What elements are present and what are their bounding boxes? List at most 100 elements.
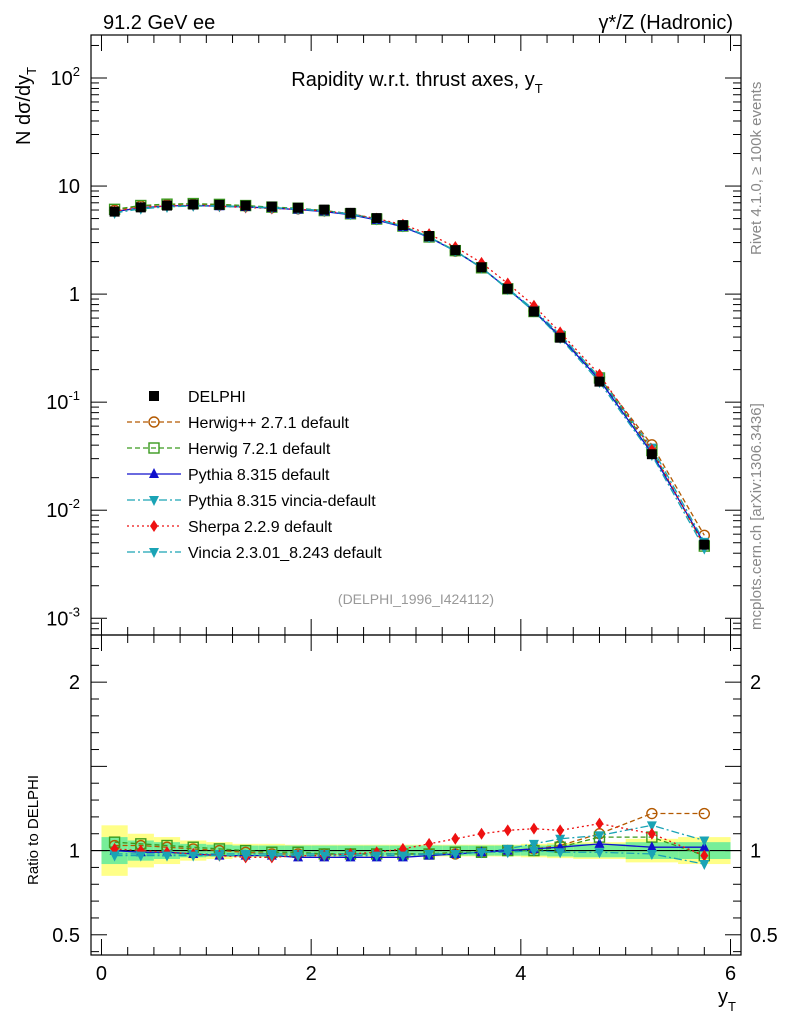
ratio-tick-label-right: 2 [750,672,761,694]
legend-entry: Pythia 8.315 default [127,467,330,484]
ratio-tick-label-right: 0.5 [750,925,778,947]
ratio-point [555,848,566,859]
legend-marker [150,520,158,532]
ratio-point [528,839,539,850]
rivet-label: Rivet 4.1.0, ≥ 100k events [748,82,765,255]
main-panel: 10-3 10-2 10-1 1 10 102 Rapidity w.r.t. thrus… [13,34,742,636]
ratio-point [451,832,460,845]
data-point [162,200,173,211]
energy-label: 91.2 GeV ee [103,12,215,34]
ratio-point [266,851,277,862]
data-point [371,213,382,224]
series-line [114,204,705,547]
ratio-point [135,851,146,862]
process-label: γ*/Z (Hadronic) [599,12,733,34]
y-tick-label: 10 [58,176,80,198]
ratio-point [699,836,710,847]
legend-marker [149,391,159,401]
ratio-tick-label-left: 1 [69,841,80,863]
data-point [646,449,657,460]
data-point [345,207,356,218]
data-point [424,230,435,241]
x-axis-label: yT [718,986,736,1014]
ratio-panel: 0.5 0.5 1 1 2 2 Ratio to DELPHI [25,634,778,956]
analysis-id: (DELPHI_1996_I424112) [338,591,494,607]
data-point [240,200,251,211]
ratio-point [646,841,657,852]
x-tick-label: 2 [306,963,317,985]
ratio-point [699,860,710,871]
data-point [293,202,304,213]
ratio-point [397,851,408,862]
x-tick-label: 4 [515,963,526,985]
data-point [319,204,330,215]
series-line [114,204,705,543]
data-point [266,201,277,212]
ratio-point [646,807,658,820]
ratio-point [476,848,487,859]
legend-marker [148,442,160,454]
main-title: Rapidity w.r.t. thrust axes, yT [291,69,542,96]
ratio-point [698,807,711,820]
ratio-point [109,851,120,862]
ratio-point [425,837,434,850]
legend: DELPHI Herwig++ 2.7.1 default Herwig 7.2.1… [127,389,382,562]
ratio-point [529,822,538,835]
ratio-point [594,848,605,859]
ratio-point [528,846,539,857]
y-tick-label: 10-3 [46,604,80,630]
ratio-point [450,849,461,860]
legend-marker [148,416,160,428]
legend-label: DELPHI [188,389,246,406]
ratio-ylabel: Ratio to DELPHI [25,775,42,885]
data-point [135,202,146,213]
ratio-point [594,837,605,848]
legend-marker [149,548,159,558]
legend-label: Herwig++ 2.7.1 default [188,415,350,432]
data-point [450,245,461,256]
data-point [397,220,408,231]
ratio-tick-label-left: 2 [69,672,80,694]
ratio-point [240,851,251,862]
ratio-point [424,849,435,860]
ratio-frame [90,634,742,956]
ratio-tick-label-right: 1 [750,841,761,863]
ratio-point [214,851,225,862]
series-line [114,203,705,536]
data-point [214,199,225,210]
ratio-point [345,851,356,862]
data-point [594,376,605,387]
ratio-point [502,848,513,859]
legend-entry: Vincia 2.3.01_8.243 default [127,545,382,562]
legend-label: Sherpa 2.2.9 default [188,519,333,536]
x-tick-label: 6 [725,963,736,985]
legend-entry: Herwig 7.2.1 default [127,441,331,458]
x-tick-label: 0 [96,963,107,985]
data-point [476,262,487,273]
ratio-point [646,821,657,832]
legend-entry: Pythia 8.315 vincia-default [127,493,376,510]
y-tick-label: 1 [69,284,80,306]
ratio-point [700,849,709,862]
legend-label: Vincia 2.3.01_8.243 default [188,545,382,562]
legend-entry: Sherpa 2.2.9 default [127,519,333,536]
ratio-point [319,851,330,862]
legend-entry: Herwig++ 2.7.1 default [127,415,350,432]
mcplots-label: mcplots.cern.ch [arXiv:1306.3436] [748,403,765,630]
ratio-tick-label-left: 0.5 [52,925,80,947]
ratio-point [556,824,565,837]
ratio-point [188,851,199,862]
ratio-point [646,849,657,860]
data-point [528,306,539,317]
ratio-point [162,851,173,862]
ratio-point [293,851,304,862]
ratio-point [594,831,605,842]
legend-marker [149,468,159,478]
ratio-point [371,851,382,862]
ratio-point [595,817,604,830]
y-tick-label: 102 [51,64,80,90]
ratio-point [477,827,486,840]
legend-entry: DELPHI [149,389,246,406]
ratio-point [503,824,512,837]
